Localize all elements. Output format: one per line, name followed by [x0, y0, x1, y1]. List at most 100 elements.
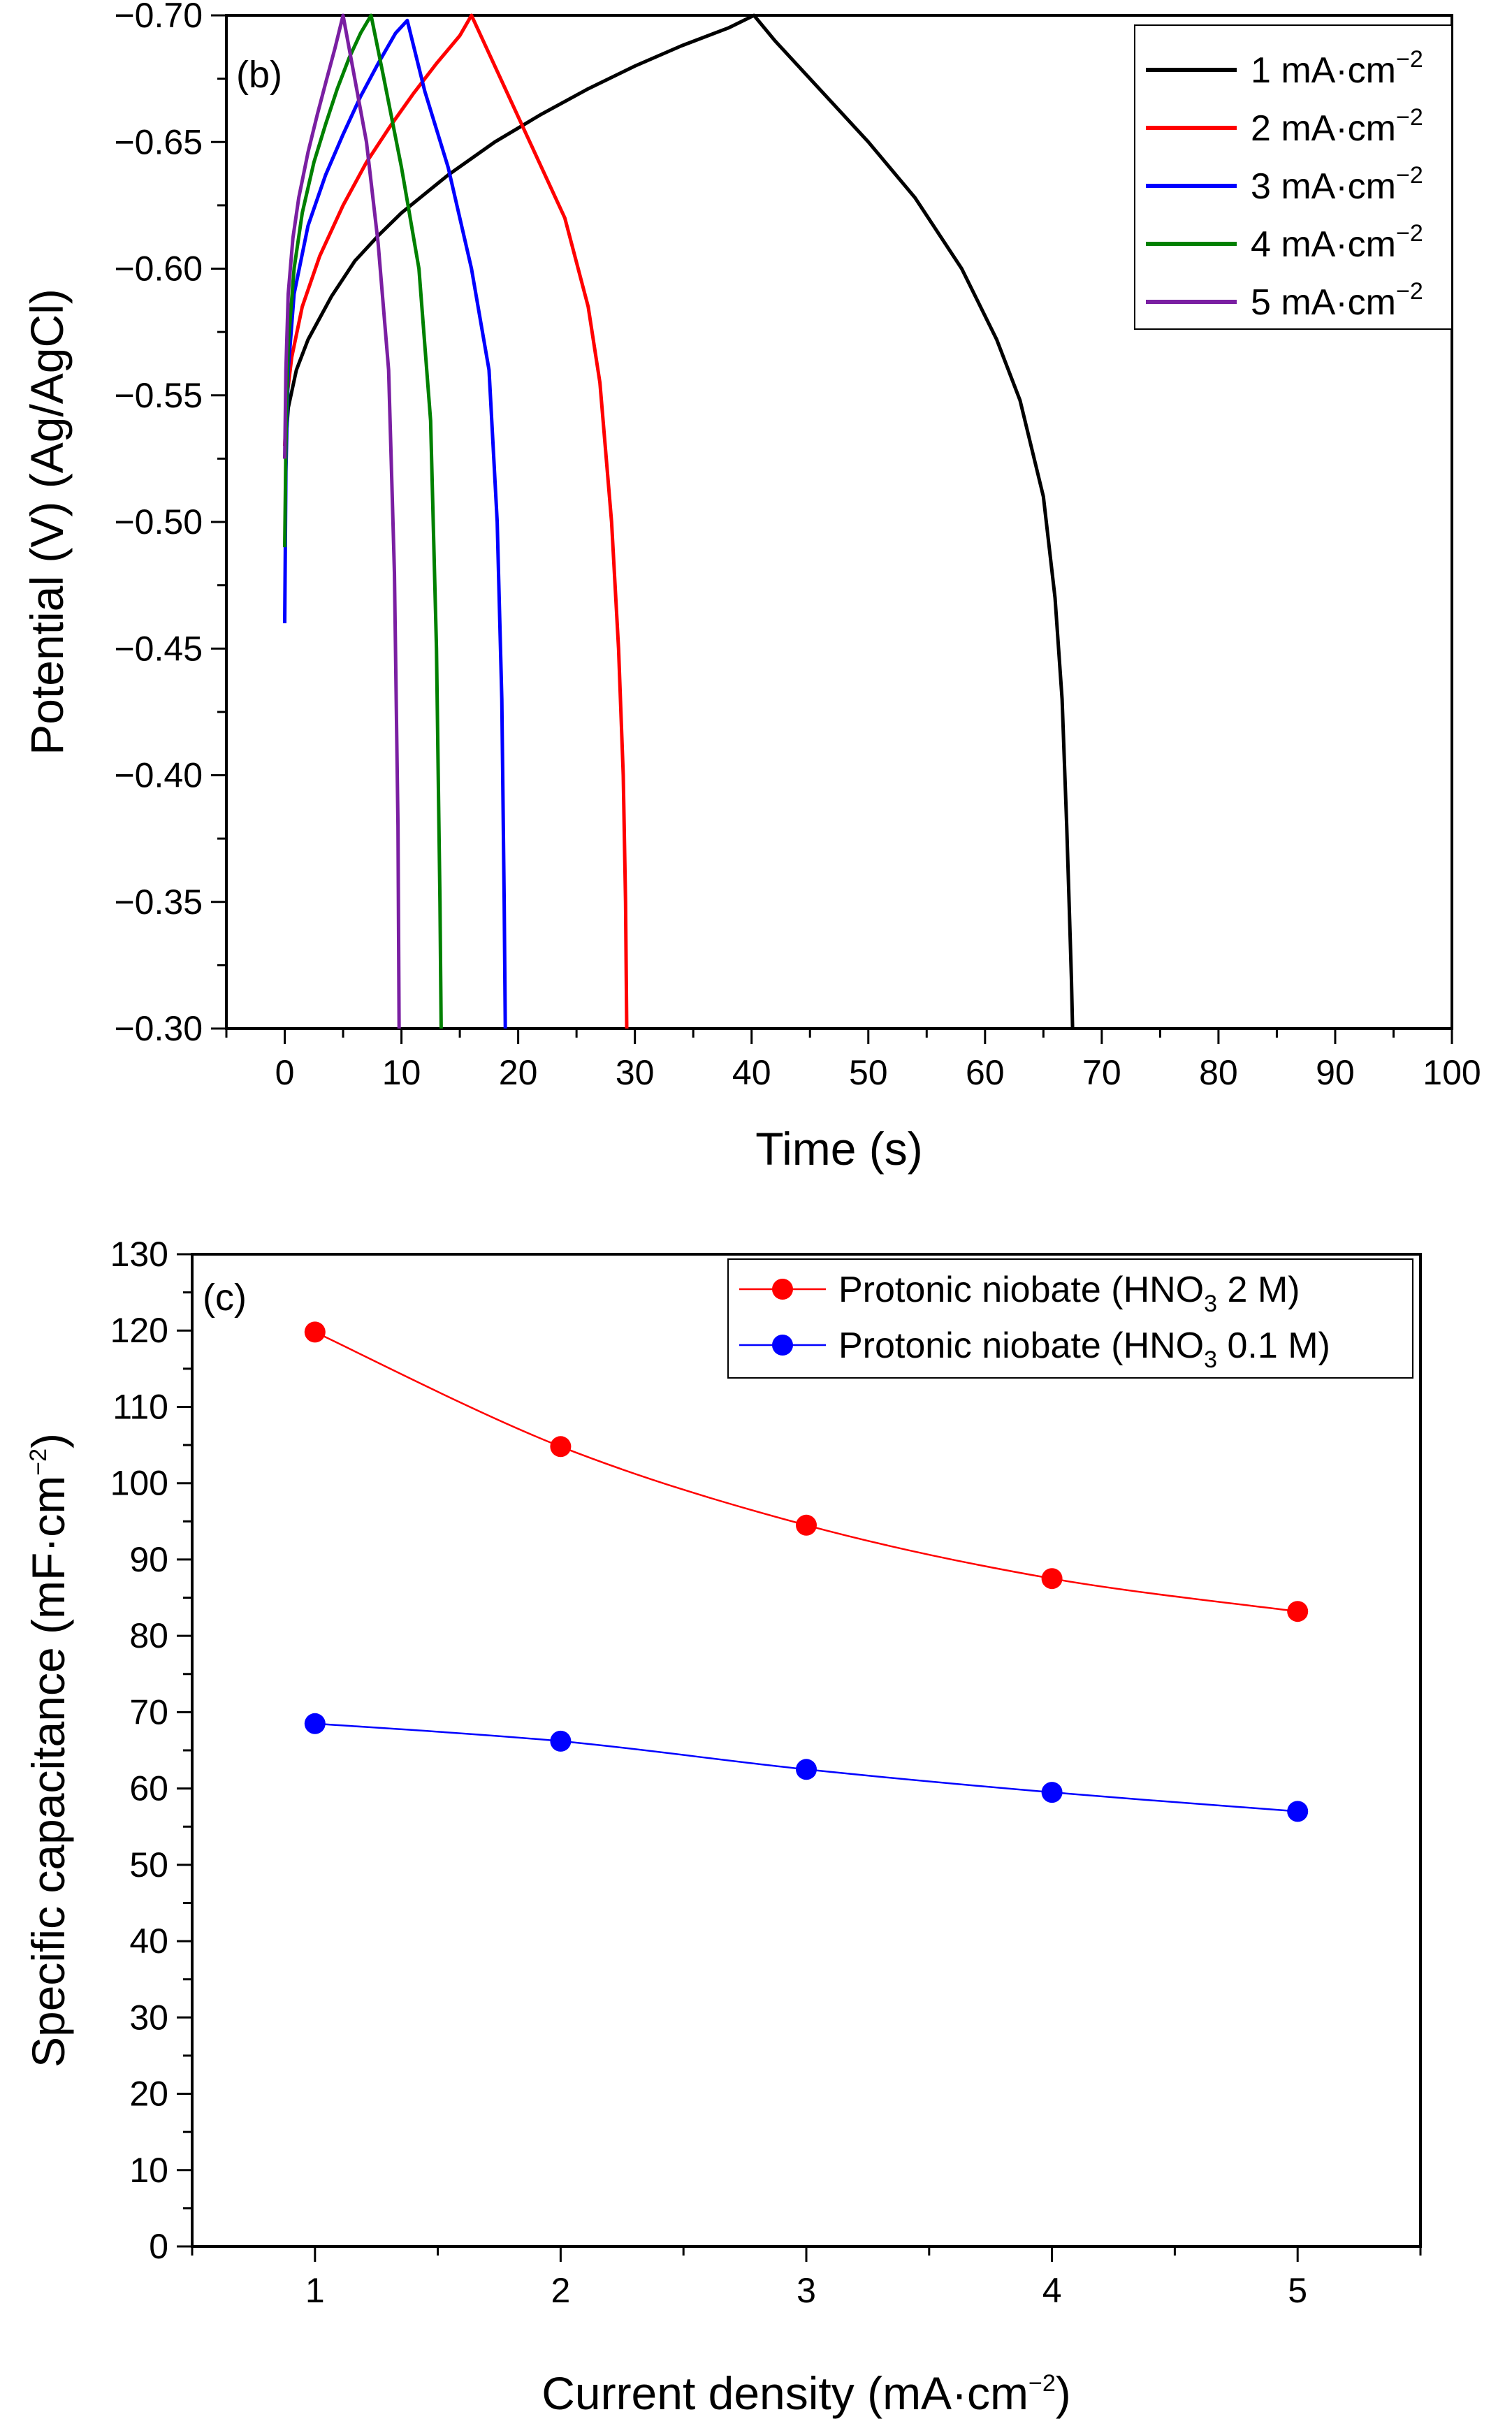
panel-c-y-tick-label: 60 [129, 1769, 168, 1808]
panel-c-y-tick-label: 70 [129, 1692, 168, 1731]
panel-b-legend-label: 1 mA·cm−2 [1251, 46, 1423, 91]
panel-b-series-line-5 [283, 13, 401, 1029]
panel-b-legend-label-sup: −2 [1396, 220, 1423, 247]
panel-b-x-tick-label: 60 [966, 1053, 1005, 1092]
panel-b-y-tick-label: −0.70 [114, 0, 203, 35]
panel-c-data-point [1287, 1801, 1309, 1822]
panel-b-x-tick-label: 100 [1423, 1053, 1481, 1092]
panel-b-y-tick-label: −0.30 [114, 1009, 203, 1048]
panel-b-y-tick-label: −0.50 [114, 502, 203, 542]
panel-b-x-tick-label: 30 [616, 1053, 655, 1092]
panel-b-legend-label-main: 4 mA·cm [1251, 224, 1396, 265]
panel-b-series-line-2 [283, 13, 629, 1029]
panel-c-x-tick-label: 5 [1288, 2271, 1307, 2310]
panel-b-legend-box [1134, 24, 1453, 330]
panel-b-chart: (b) 0 10 20 30 40 50 60 70 80 90 100 −0.70−0.65−0.… [21, 0, 1481, 1175]
panel-b-y-tick-label: −0.60 [114, 249, 203, 289]
panel-b-x-tick-label: 10 [382, 1053, 421, 1092]
panel-c-chart: (c) 1 2 3 4 5 0 10 20 30 40 50 60 70 80 90 100 110 120 13… [22, 1235, 1422, 2419]
panel-b-series [283, 13, 1075, 1029]
panel-b-legend-label: 5 mA·cm−2 [1251, 278, 1423, 323]
panel-c-x-tick-label: 2 [551, 2271, 570, 2310]
panel-c-data-point [1041, 1782, 1063, 1803]
panel-b-legend-items: 1 mA·cm−22 mA·cm−23 mA·cm−24 mA·cm−25 mA… [1146, 46, 1423, 323]
panel-b-series-line-3 [283, 18, 507, 1029]
panel-c-data-point [550, 1730, 572, 1752]
panel-c-legend-label-end: 0.1 M) [1217, 1326, 1330, 1366]
panel-c-legend-label: Protonic niobate (HNO3 0.1 M) [838, 1326, 1330, 1373]
panel-c-data-point [304, 1713, 326, 1734]
panel-b-x-axis-title: Time (s) [755, 1123, 923, 1175]
panel-c-legend-swatch-marker [772, 1335, 793, 1356]
panel-c-y-tick-label: 100 [110, 1464, 168, 1503]
panel-b-x-tick-label: 50 [849, 1053, 888, 1092]
panel-c-y-tick-label: 20 [129, 2075, 168, 2114]
panel-b-legend-label: 4 mA·cm−2 [1251, 220, 1423, 265]
panel-c-x-axis-title-end: ) [1056, 2367, 1071, 2419]
panel-b-legend-label-main: 1 mA·cm [1251, 50, 1396, 91]
panel-b-y-tick-label: −0.45 [114, 629, 203, 668]
panel-c-y-tick-label: 0 [149, 2227, 168, 2266]
panel-b-x-tick-label: 20 [499, 1053, 538, 1092]
panel-c-legend-label-main: Protonic niobate (HNO [838, 1270, 1204, 1310]
panel-c-x-axis-title: Current density (mA·cm−2) [541, 2367, 1071, 2419]
panel-c-legend-label-sub: 3 [1204, 1291, 1217, 1317]
panel-c-data-point [1287, 1601, 1309, 1622]
panel-b-x-tick-label: 40 [732, 1053, 771, 1092]
panel-c-y-tick-label: 130 [110, 1235, 168, 1274]
panel-b-series-line-4 [283, 13, 443, 1029]
panel-c-legend-box [727, 1258, 1413, 1379]
panel-b-y-tick-label: −0.55 [114, 376, 203, 415]
panel-c-data-point [1041, 1568, 1063, 1590]
panel-c-legend-items: Protonic niobate (HNO3 2 M)Protonic niob… [739, 1270, 1330, 1373]
panel-b-x-ticks: 0 10 20 30 40 50 60 70 80 90 100 [225, 1029, 1481, 1092]
panel-b-legend-label: 3 mA·cm−2 [1251, 162, 1423, 207]
panel-b-legend-label: 2 mA·cm−2 [1251, 104, 1423, 149]
panel-c-plot-frame [191, 1253, 1422, 2248]
panel-c-x-axis-title-main: Current density (mA·cm [541, 2367, 1028, 2419]
panel-c-data-point [796, 1759, 817, 1780]
panel-c-y-tick-label: 120 [110, 1311, 168, 1350]
panel-c-legend-label-main: Protonic niobate (HNO [838, 1326, 1204, 1366]
panel-c-x-tick-label: 3 [797, 2271, 816, 2310]
panel-b-y-ticks: −0.70 −0.65 −0.60 −0.55 −0.50 −0.45 −0.40 −0.35… [114, 0, 226, 1048]
panel-c-legend-swatch-marker [772, 1279, 793, 1300]
panel-b-y-tick-label: −0.40 [114, 756, 203, 795]
panel-c-legend-label-sub: 3 [1204, 1346, 1217, 1373]
panel-b-x-tick-label: 90 [1316, 1053, 1355, 1092]
panel-c-y-axis-title-end: ) [22, 1433, 74, 1448]
panel-c-data-point [304, 1321, 326, 1343]
panel-c-y-tick-label: 110 [112, 1387, 168, 1426]
panel-c-y-tick-label: 80 [129, 1616, 168, 1655]
panel-b-y-tick-label: −0.35 [114, 883, 203, 922]
panel-c-y-tick-label: 90 [129, 1540, 168, 1579]
panel-b-legend-label-main: 2 mA·cm [1251, 108, 1396, 149]
panel-b-legend-label-sup: −2 [1396, 278, 1423, 305]
panel-b-y-tick-label: −0.65 [114, 122, 203, 161]
panel-b-legend-label-sup: −2 [1396, 46, 1423, 73]
panel-b-label: (b) [236, 54, 282, 96]
panel-c-y-axis-title-main: Specific capacitance (mF·cm [22, 1476, 74, 2068]
panel-b-legend-label-main: 5 mA·cm [1251, 282, 1396, 323]
panel-b-x-tick-label: 70 [1082, 1053, 1121, 1092]
panel-b-legend-label-sup: −2 [1396, 104, 1423, 131]
panel-c-label: (c) [203, 1277, 247, 1319]
panel-b-legend: 1 mA·cm−22 mA·cm−23 mA·cm−24 mA·cm−25 mA… [1134, 24, 1453, 330]
panel-b-legend-label-main: 3 mA·cm [1251, 166, 1396, 207]
panel-b-x-tick-label: 80 [1199, 1053, 1238, 1092]
panel-c-x-tick-label: 4 [1042, 2271, 1062, 2310]
panel-c-x-tick-label: 1 [305, 2271, 325, 2310]
panel-c-y-tick-label: 30 [129, 1998, 168, 2037]
panel-b-x-tick-label: 0 [275, 1053, 295, 1092]
panel-c-x-axis-title-sup: −2 [1028, 2370, 1056, 2397]
panel-b-legend-label-sup: −2 [1396, 162, 1423, 189]
panel-c-legend-label: Protonic niobate (HNO3 2 M) [838, 1270, 1300, 1317]
panel-c-y-tick-label: 40 [129, 1922, 168, 1961]
panel-c-legend: Protonic niobate (HNO3 2 M)Protonic niob… [727, 1258, 1413, 1379]
panel-c-x-ticks: 1 2 3 4 5 [191, 2246, 1422, 2310]
panel-c-data-point [796, 1514, 817, 1536]
panel-c-y-tick-label: 50 [129, 1845, 168, 1884]
panel-c-legend-label-end: 2 M) [1217, 1270, 1300, 1310]
panel-c-data-point [550, 1436, 572, 1458]
panel-c-y-axis-title: Specific capacitance (mF·cm−2) [22, 1433, 74, 2068]
